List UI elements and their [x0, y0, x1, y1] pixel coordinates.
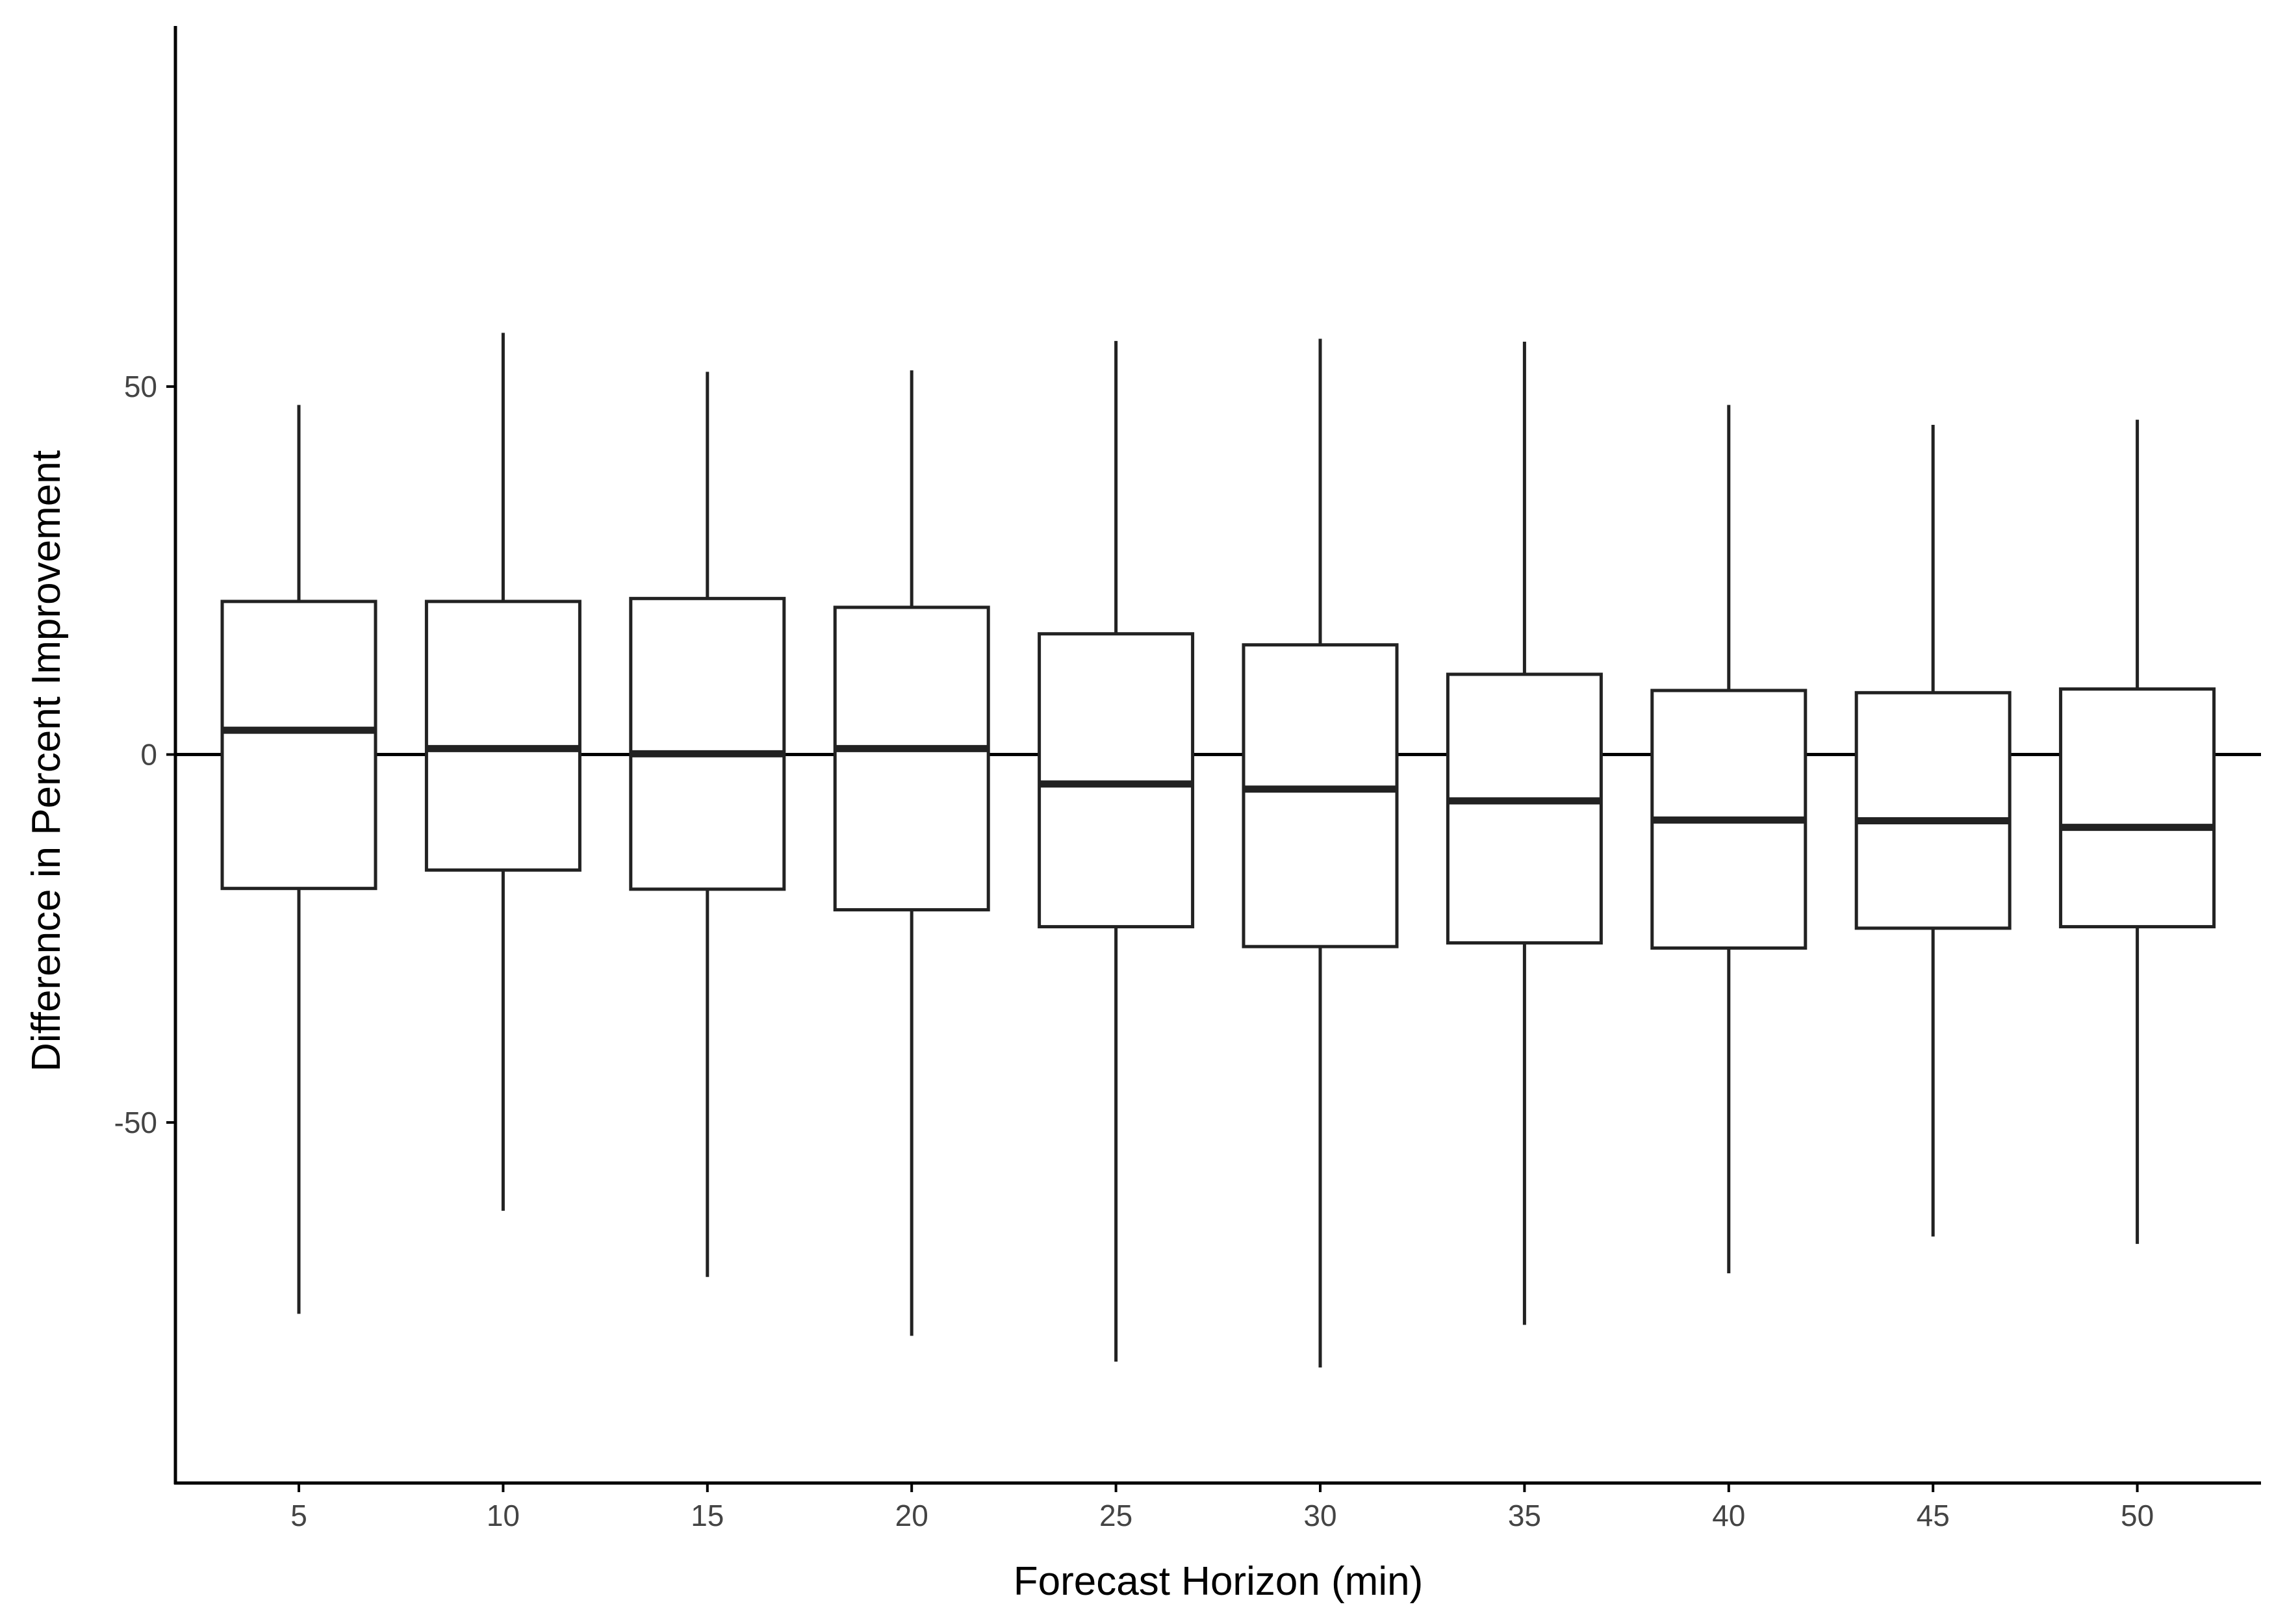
- x-tick-label: 10: [487, 1499, 520, 1532]
- box-10: [424, 333, 581, 1211]
- x-axis-ticks: 5 10 15 20 25 30 35 40 45 50: [290, 1483, 2154, 1532]
- x-tick-label: 30: [1303, 1499, 1336, 1532]
- y-axis-title: Difference in Percent Improvement: [24, 450, 69, 1072]
- box-15: [629, 372, 786, 1277]
- box-iqr: [629, 596, 786, 891]
- box-45: [1854, 424, 2012, 1237]
- x-tick-label: 45: [1917, 1499, 1950, 1532]
- box-50: [2059, 420, 2216, 1244]
- box-40: [1650, 405, 1808, 1274]
- box-iqr: [1854, 691, 2012, 930]
- x-tick-label: 15: [691, 1499, 724, 1532]
- box-iqr: [1242, 643, 1399, 948]
- box-35: [1446, 341, 1603, 1325]
- box-5: [220, 405, 377, 1314]
- y-tick-label: 0: [140, 738, 157, 772]
- x-tick-label: 5: [290, 1499, 307, 1532]
- box-iqr: [833, 605, 990, 912]
- y-tick-label: -50: [114, 1106, 157, 1139]
- box-iqr: [1446, 672, 1603, 945]
- box-group: [220, 333, 2216, 1368]
- y-axis-ticks: 50 0 -50: [114, 370, 175, 1139]
- box-iqr: [220, 600, 377, 891]
- box-iqr: [424, 600, 581, 872]
- x-tick-label: 50: [2121, 1499, 2154, 1532]
- box-30: [1242, 338, 1399, 1368]
- x-axis-title: Forecast Horizon (min): [1014, 1559, 1423, 1604]
- box-25: [1038, 340, 1195, 1362]
- box-20: [833, 370, 990, 1336]
- x-tick-label: 35: [1508, 1499, 1541, 1532]
- box-iqr: [1038, 632, 1195, 929]
- box-iqr: [2059, 687, 2216, 929]
- y-tick-label: 50: [124, 370, 157, 403]
- x-tick-label: 25: [1099, 1499, 1132, 1532]
- x-tick-label: 40: [1712, 1499, 1745, 1532]
- x-tick-label: 20: [895, 1499, 928, 1532]
